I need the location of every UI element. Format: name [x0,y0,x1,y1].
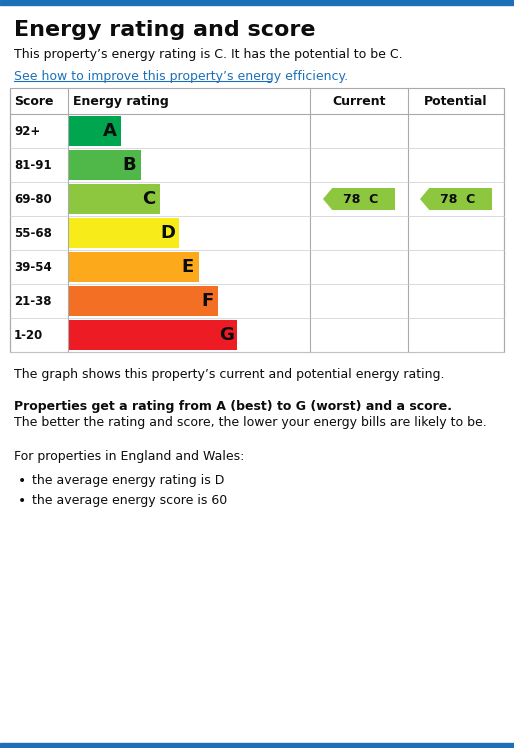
Text: Properties get a rating from A (best) to G (worst) and a score.: Properties get a rating from A (best) to… [14,400,452,413]
Text: •: • [18,474,26,488]
Text: 39-54: 39-54 [14,260,52,274]
Text: The better the rating and score, the lower your energy bills are likely to be.: The better the rating and score, the low… [14,416,487,429]
Text: B: B [123,156,136,174]
Polygon shape [323,188,395,210]
Text: 69-80: 69-80 [14,192,52,206]
Polygon shape [420,188,492,210]
Text: F: F [201,292,213,310]
Text: 92+: 92+ [14,124,40,138]
Text: 78  C: 78 C [343,192,378,206]
Bar [0,0,514,5]
Text: 81-91: 81-91 [14,159,51,171]
Text: C: C [142,190,156,208]
Bar [68,184,160,214]
Text: E: E [181,258,194,276]
Text: Score: Score [14,94,53,108]
Bar [68,320,237,350]
Text: D: D [161,224,176,242]
Text: See how to improve this property’s energy efficiency.: See how to improve this property’s energ… [14,70,348,83]
Bar [68,252,199,282]
Text: •: • [18,494,26,508]
Text: A: A [103,122,117,140]
Text: This property’s energy rating is C. It has the potential to be C.: This property’s energy rating is C. It h… [14,48,402,61]
Text: Potential: Potential [424,94,488,108]
Text: G: G [219,326,234,344]
Text: The graph shows this property’s current and potential energy rating.: The graph shows this property’s current … [14,368,445,381]
Text: Current: Current [332,94,386,108]
Text: the average energy score is 60: the average energy score is 60 [32,494,227,507]
Text: Energy rating and score: Energy rating and score [14,20,316,40]
Bar [68,116,121,146]
Bar [10,88,504,352]
Text: 55-68: 55-68 [14,227,52,239]
Text: 1-20: 1-20 [14,328,43,342]
Bar [0,743,514,748]
Text: For properties in England and Wales:: For properties in England and Wales: [14,450,244,463]
Bar [68,150,141,180]
Bar [68,218,179,248]
Text: Energy rating: Energy rating [73,94,169,108]
Bar [68,286,218,316]
Text: 78  C: 78 C [440,192,475,206]
Text: 21-38: 21-38 [14,295,51,307]
Text: the average energy rating is D: the average energy rating is D [32,474,225,487]
